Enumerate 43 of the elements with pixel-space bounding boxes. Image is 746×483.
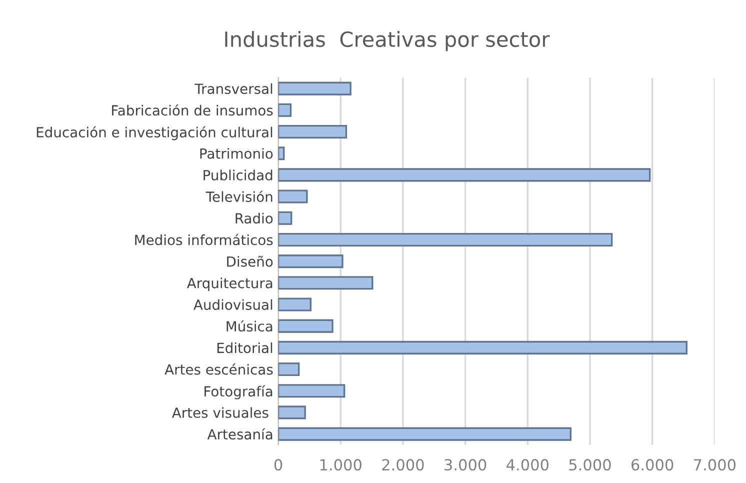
bar: [278, 340, 688, 354]
x-tick-label: 6.000: [632, 459, 674, 471]
x-tick-label: 1.000: [320, 459, 362, 471]
bar: [278, 254, 344, 268]
y-tick-label: Artes escénicas: [164, 363, 273, 375]
y-tick-label: Televisión: [206, 190, 272, 202]
y-tick-label: Diseño: [227, 256, 273, 267]
y-tick-label: Editorial: [217, 342, 272, 354]
x-tick-label: 0: [274, 459, 282, 471]
y-tick-label: Radio: [236, 212, 273, 224]
y-tick-label: Fotografía: [204, 385, 272, 400]
bar: [278, 319, 334, 333]
bar: [278, 276, 374, 290]
y-tick-label: Música: [226, 320, 272, 332]
x-tick-label: 7.000: [694, 459, 736, 471]
x-tick-label: 2.000: [382, 459, 424, 471]
y-tick-label: Medios informáticos: [135, 234, 273, 246]
bar: [278, 406, 306, 420]
y-tick-label: Publicidad: [204, 170, 272, 180]
bar: [278, 124, 348, 139]
bar: [278, 232, 613, 246]
y-tick-label: Arquitectura: [186, 278, 272, 292]
y-tick-label: Transversal: [194, 83, 272, 94]
bar: [278, 384, 346, 398]
chart-title: Industrias Creativas por sector: [225, 30, 550, 52]
bar: [278, 82, 352, 96]
bar: [278, 103, 292, 117]
bar: [278, 190, 308, 204]
bar: [278, 211, 292, 225]
x-tick-label: 5.000: [569, 459, 611, 471]
x-tick-label: 4.000: [506, 459, 548, 471]
bar: [278, 298, 312, 312]
y-tick-label: Artes visuales: [172, 407, 268, 418]
bar: [278, 362, 300, 376]
x-tick-label: 3.000: [444, 459, 486, 471]
bar: [278, 427, 572, 441]
y-tick-label: Patrimonio: [200, 148, 273, 159]
bar: [278, 168, 651, 182]
y-tick-label: Educación e investigación cultural: [36, 126, 272, 140]
bar: [278, 146, 285, 160]
y-tick-label: Artesanía: [207, 428, 272, 440]
y-tick-label: Fabricación de insumos: [112, 104, 273, 116]
y-tick-label: Audiovisual: [194, 299, 272, 310]
